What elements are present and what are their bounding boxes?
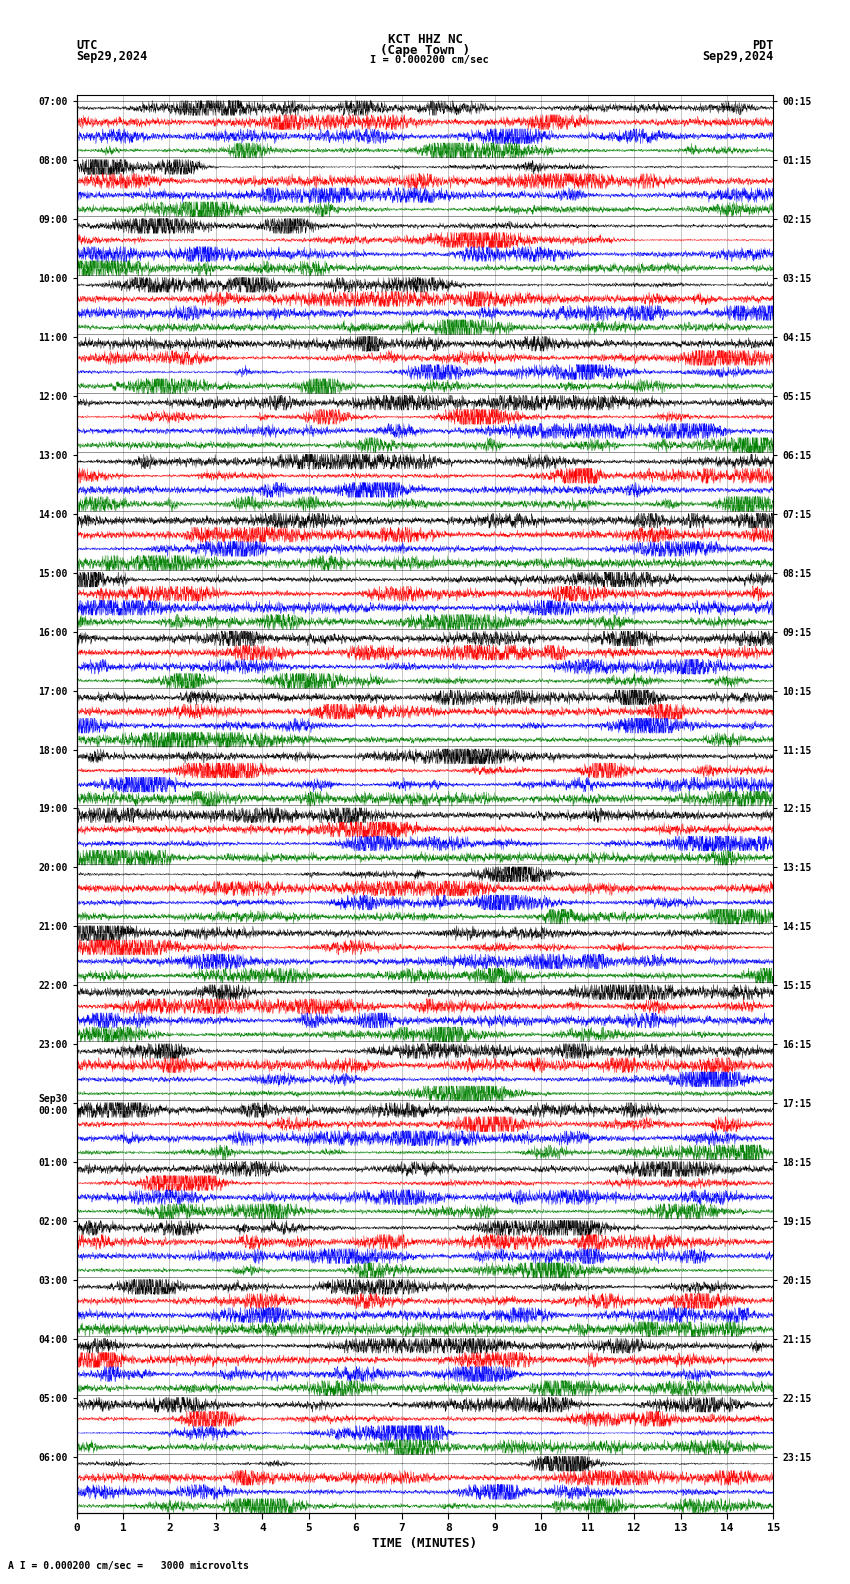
- X-axis label: TIME (MINUTES): TIME (MINUTES): [372, 1538, 478, 1551]
- Text: Sep29,2024: Sep29,2024: [702, 49, 774, 63]
- Text: A I = 0.000200 cm/sec =   3000 microvolts: A I = 0.000200 cm/sec = 3000 microvolts: [8, 1562, 249, 1571]
- Text: Sep29,2024: Sep29,2024: [76, 49, 148, 63]
- Text: I = 0.000200 cm/sec: I = 0.000200 cm/sec: [370, 54, 489, 65]
- Text: UTC: UTC: [76, 38, 98, 52]
- Text: KCT HHZ NC: KCT HHZ NC: [388, 33, 462, 46]
- Text: (Cape Town ): (Cape Town ): [380, 44, 470, 57]
- Text: PDT: PDT: [752, 38, 774, 52]
